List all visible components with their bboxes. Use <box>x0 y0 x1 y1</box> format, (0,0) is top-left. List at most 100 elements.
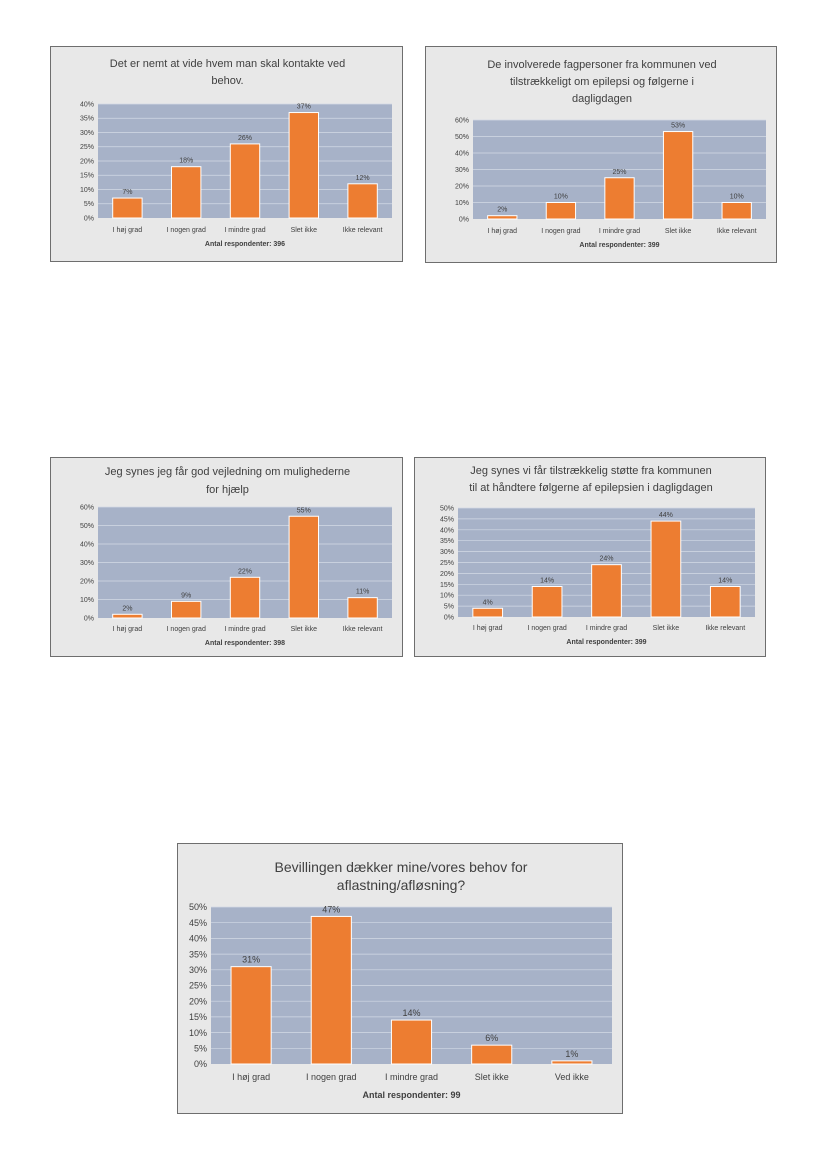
bar <box>551 1060 593 1065</box>
y-tick-label: 50% <box>440 505 454 512</box>
category-label: I mindre grad <box>599 228 640 235</box>
data-label: 9% <box>181 592 191 599</box>
data-label: 55% <box>297 507 311 514</box>
chart-title-line: aflastning/afløsning? <box>337 877 466 893</box>
respondents-label: Antal respondenter: 399 <box>566 639 646 646</box>
y-tick-label: 10% <box>440 593 454 600</box>
y-tick-label: 40% <box>80 541 94 548</box>
data-label: 1% <box>565 1049 578 1059</box>
chart-title-line: Jeg synes vi får tilstrækkelig støtte fr… <box>470 465 711 477</box>
y-tick-label: 5% <box>444 604 454 611</box>
y-tick-label: 50% <box>80 523 94 530</box>
y-tick-label: 0% <box>84 615 94 622</box>
data-label: 24% <box>599 556 613 563</box>
data-label: 4% <box>483 599 493 606</box>
category-label: I mindre grad <box>224 626 265 633</box>
y-tick-label: 20% <box>440 571 454 578</box>
bar <box>229 143 261 219</box>
bar <box>390 1019 433 1065</box>
chart-title-line: Det er nemt at vide hvem man skal kontak… <box>110 58 345 70</box>
bar <box>604 177 635 220</box>
bar <box>112 197 143 219</box>
data-label: 14% <box>540 577 554 584</box>
y-tick-label: 15% <box>440 582 454 589</box>
data-label: 31% <box>242 955 260 965</box>
chart-title-line: Bevillingen dækker mine/vores behov for <box>275 859 528 875</box>
bar <box>288 515 320 619</box>
y-tick-label: 10% <box>189 1028 207 1038</box>
bar <box>591 564 622 618</box>
data-label: 10% <box>730 194 744 201</box>
bar <box>310 915 352 1065</box>
y-tick-label: 30% <box>440 549 454 556</box>
y-tick-label: 30% <box>189 965 207 975</box>
data-label: 47% <box>322 904 340 914</box>
category-label: Slet ikke <box>291 626 318 633</box>
y-tick-label: 50% <box>455 134 469 141</box>
category-label: Slet ikke <box>291 227 318 234</box>
y-tick-label: 40% <box>189 934 207 944</box>
category-label: Slet ikke <box>475 1072 509 1082</box>
y-tick-label: 20% <box>80 158 94 165</box>
chart-1: Det er nemt at vide hvem man skal kontak… <box>50 46 403 262</box>
category-label: I høj grad <box>473 625 503 632</box>
category-label: Slet ikke <box>665 228 692 235</box>
bar <box>471 1044 513 1065</box>
y-tick-label: 40% <box>80 101 94 108</box>
data-label: 26% <box>238 135 252 142</box>
chart-title-line: tilstrækkeligt om epilepsi og følgerne i <box>510 76 694 88</box>
y-tick-label: 5% <box>84 201 94 208</box>
data-label: 2% <box>497 207 507 214</box>
data-label: 12% <box>356 175 370 182</box>
data-label: 6% <box>485 1033 498 1043</box>
category-label: Ikke relevant <box>705 625 745 632</box>
bar <box>545 202 577 220</box>
y-tick-label: 35% <box>80 116 94 123</box>
chart-title-line: for hjælp <box>206 484 249 496</box>
chart-title-line: behov. <box>211 75 243 87</box>
y-tick-label: 15% <box>189 1012 207 1022</box>
data-label: 53% <box>671 123 685 130</box>
chart-title-line: Jeg synes jeg får god vejledning om muli… <box>105 466 350 478</box>
category-label: I høj grad <box>113 626 143 633</box>
chart-title-line: De involverede fagpersoner fra kommunen … <box>487 59 716 71</box>
category-label: Ikke relevant <box>717 228 757 235</box>
data-label: 18% <box>179 158 193 165</box>
y-tick-label: 20% <box>80 578 94 585</box>
category-label: I høj grad <box>488 228 518 235</box>
bar <box>721 202 752 220</box>
data-label: 22% <box>238 568 252 575</box>
y-tick-label: 60% <box>455 117 469 124</box>
y-tick-label: 0% <box>459 216 469 223</box>
bar <box>487 215 518 220</box>
data-label: 10% <box>554 194 568 201</box>
y-tick-label: 35% <box>440 538 454 545</box>
y-tick-label: 40% <box>455 150 469 157</box>
y-tick-label: 15% <box>80 173 94 180</box>
y-tick-label: 45% <box>440 516 454 523</box>
y-tick-label: 0% <box>84 215 94 222</box>
bar <box>662 131 694 220</box>
bar <box>709 585 741 618</box>
category-label: I nogen grad <box>541 228 580 235</box>
bar <box>112 613 143 619</box>
chart-5: Bevillingen dækker mine/vores behov for a… <box>177 843 623 1114</box>
respondents-label: Antal respondenter: 396 <box>205 241 285 248</box>
respondents-label: Antal respondenter: 398 <box>205 640 285 647</box>
category-label: Ikke relevant <box>343 626 383 633</box>
y-tick-label: 0% <box>194 1059 207 1069</box>
bar <box>229 576 261 619</box>
y-tick-label: 50% <box>189 902 207 912</box>
category-label: Ikke relevant <box>343 227 383 234</box>
chart-2: De involverede fagpersoner fra kommunen … <box>425 46 777 263</box>
y-tick-label: 20% <box>189 996 207 1006</box>
y-tick-label: 30% <box>80 130 94 137</box>
category-label: I mindre grad <box>586 625 627 632</box>
category-label: Ved ikke <box>555 1072 589 1082</box>
y-tick-label: 0% <box>444 614 454 621</box>
data-label: 37% <box>297 104 311 111</box>
category-label: Slet ikke <box>653 625 680 632</box>
y-tick-label: 25% <box>189 981 207 991</box>
category-label: I mindre grad <box>385 1072 438 1082</box>
data-label: 2% <box>122 605 132 612</box>
